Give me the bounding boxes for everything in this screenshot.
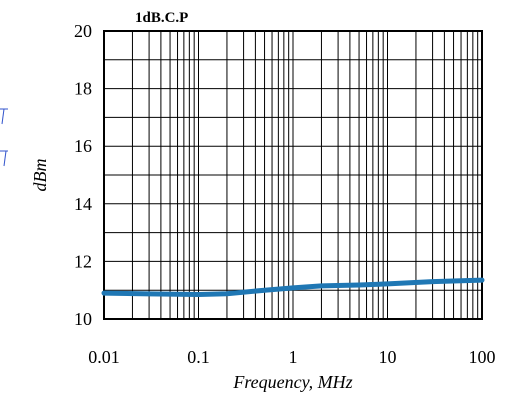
y-tick-label: 12: [74, 251, 92, 271]
series-layer: [101, 277, 485, 297]
chart-title: 1dB.C.P: [135, 10, 188, 26]
deco-line: [1, 108, 5, 125]
x-tick-label: 100: [469, 347, 496, 367]
x-tick-label: 0.1: [187, 347, 210, 367]
y-axis-label: dBm: [30, 159, 50, 192]
x-axis-label: Frequency, MHz: [232, 372, 352, 392]
x-tick-label: 1: [289, 347, 298, 367]
y-tick-label: 20: [74, 21, 92, 41]
x-tick-label: 10: [379, 347, 397, 367]
y-tick-label: 16: [74, 136, 92, 156]
y-tick-label: 18: [74, 79, 92, 99]
y-tick-label: 14: [74, 194, 92, 214]
tick-labels: 0.01 0.1 1 10 100 10 12 14 16 18 20: [74, 21, 496, 367]
deco-line: [3, 150, 7, 167]
y-tick-label: 10: [74, 309, 92, 329]
plot-frame: [103, 30, 483, 320]
grid: [104, 31, 482, 319]
left-edge-decoration: [0, 108, 8, 167]
x-tick-label: 0.01: [88, 347, 120, 367]
series-line: [101, 277, 485, 297]
